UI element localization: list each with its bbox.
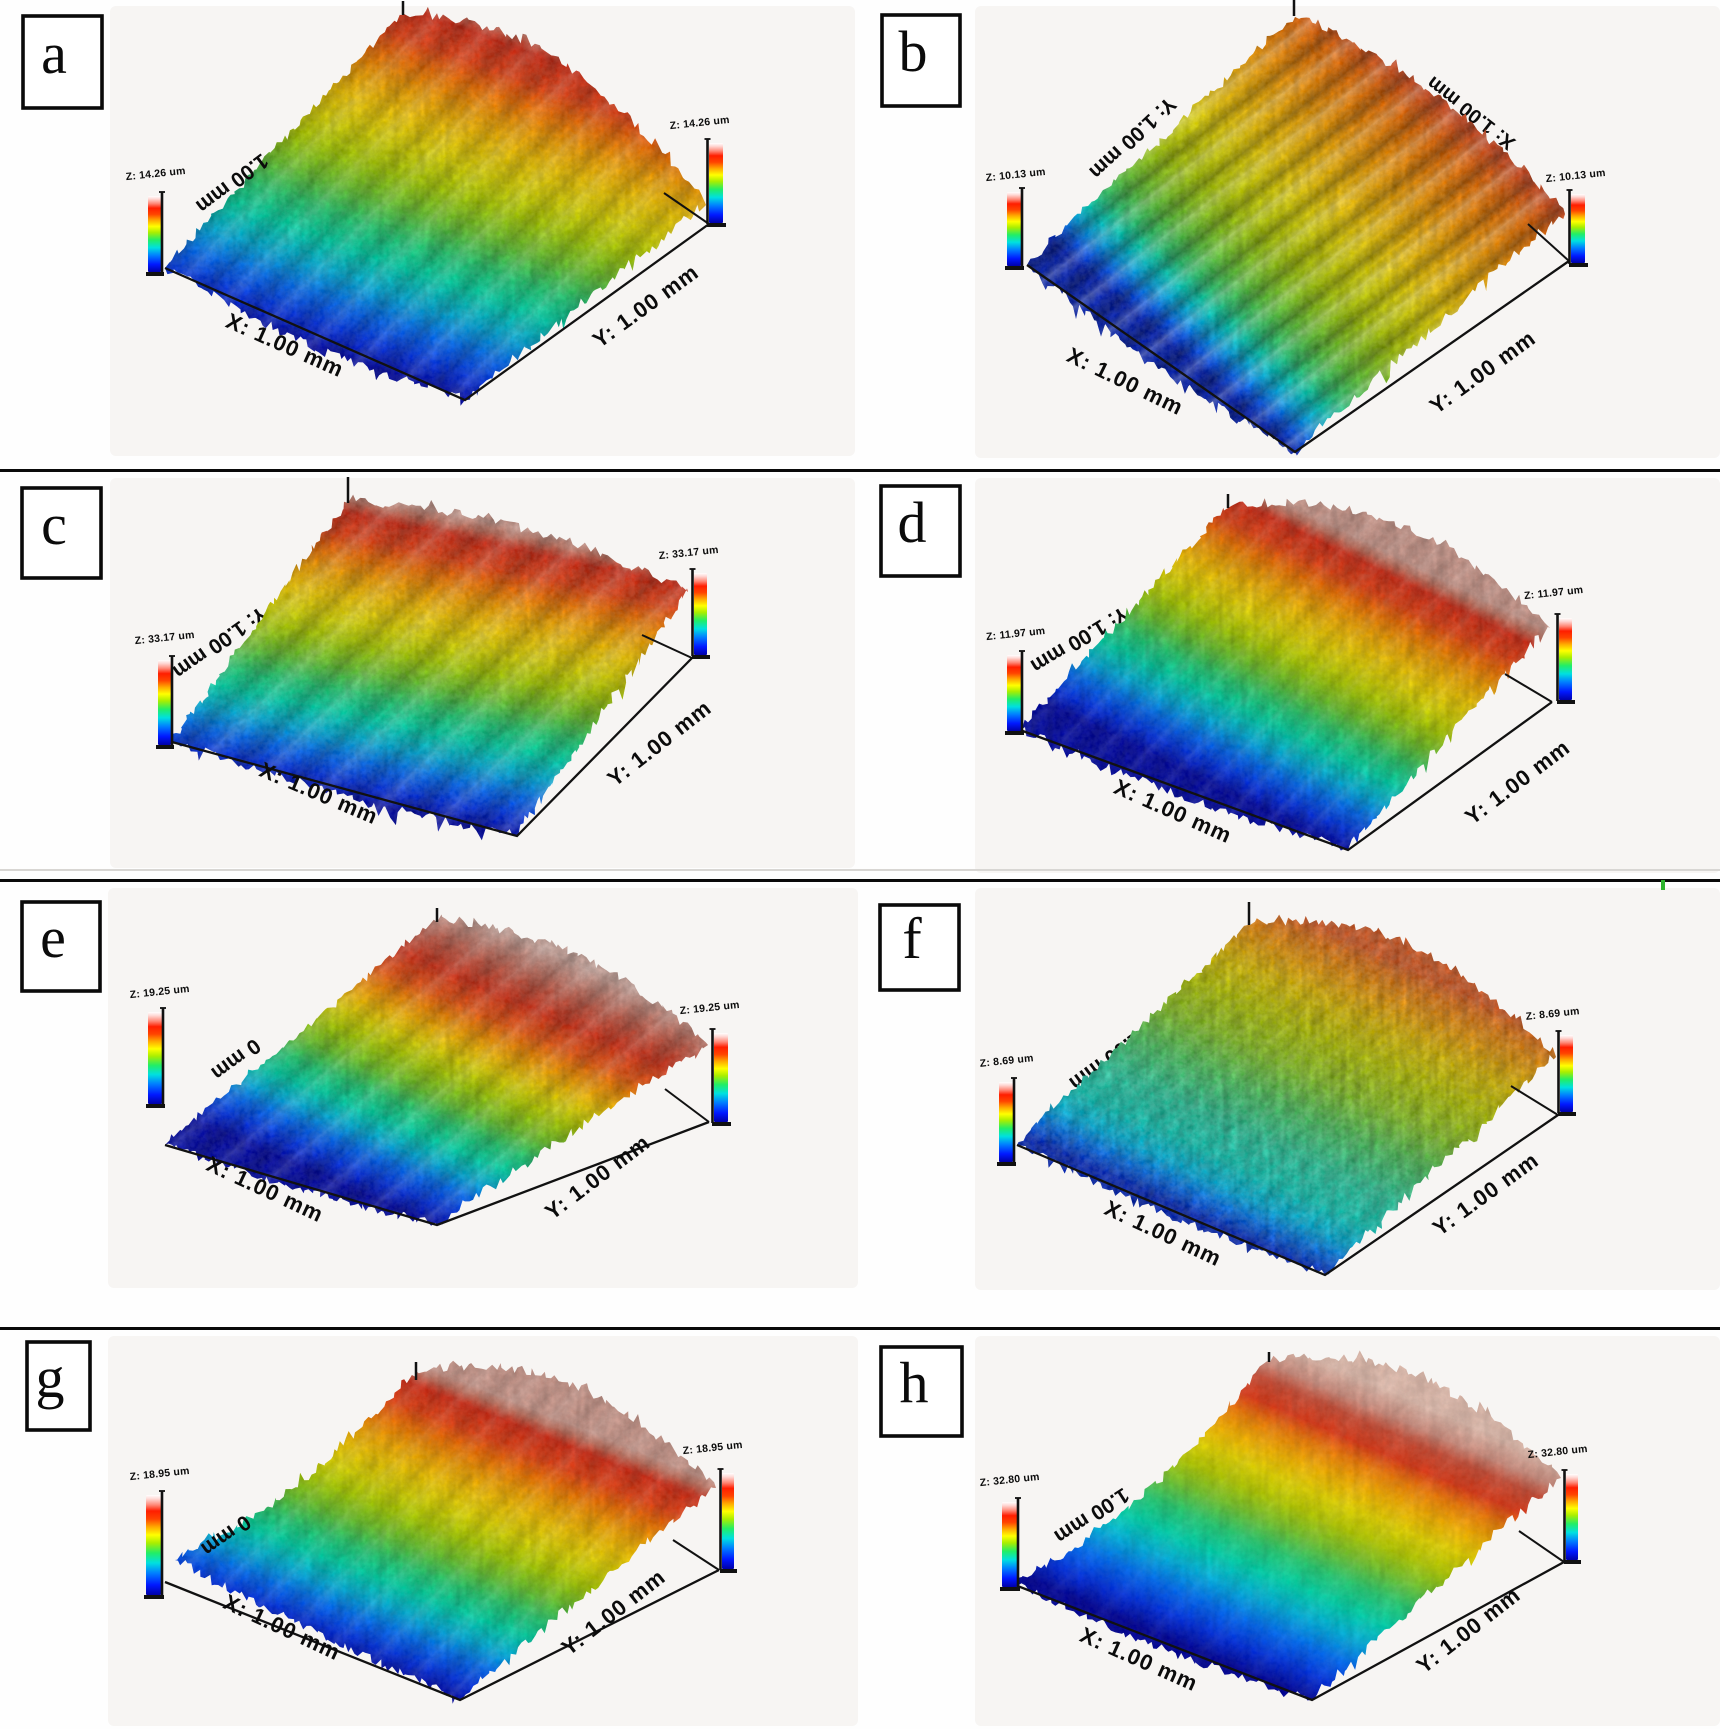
svg-text:e: e [40, 905, 66, 970]
svg-text:b: b [899, 19, 928, 84]
svg-text:g: g [36, 1345, 65, 1410]
svg-text:Z: 8.69 um: Z: 8.69 um [979, 1052, 1034, 1070]
svg-text:a: a [41, 21, 67, 86]
svg-text:c: c [41, 492, 67, 557]
svg-text:d: d [898, 490, 927, 555]
svg-text:Z: 8.69 um: Z: 8.69 um [1525, 1005, 1580, 1023]
svg-text:f: f [902, 906, 922, 971]
svg-text:h: h [900, 1350, 929, 1415]
